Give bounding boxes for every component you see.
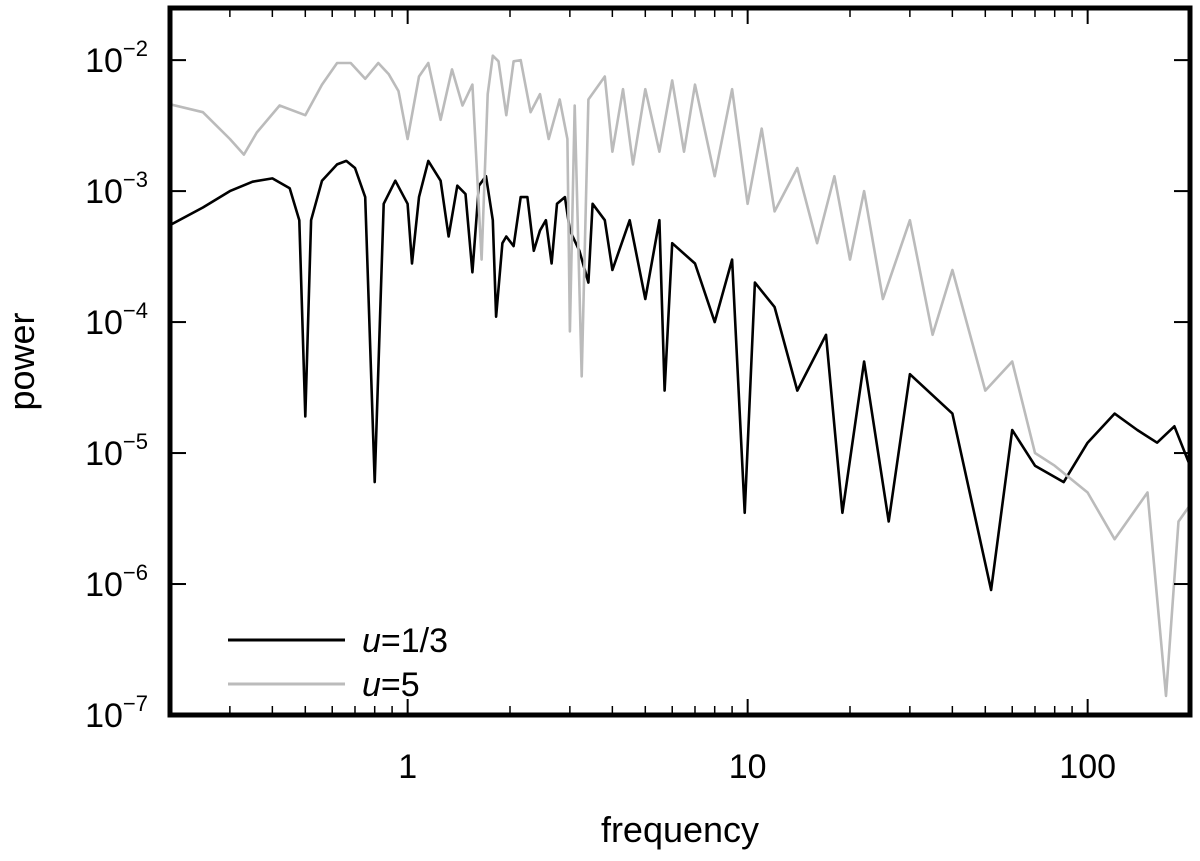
legend-label-2: u=5 bbox=[362, 666, 420, 704]
x-tick-label: 1 bbox=[398, 748, 417, 786]
y-tick-label: 10−4 bbox=[85, 298, 148, 342]
y-tick-base: 10 bbox=[85, 435, 123, 473]
legend-variable: u bbox=[362, 666, 381, 704]
y-tick-label: 10−5 bbox=[85, 429, 148, 473]
y-tick-base: 10 bbox=[85, 566, 123, 604]
y-tick-exponent: −3 bbox=[123, 167, 148, 192]
legend-variable: u bbox=[362, 622, 381, 660]
y-tick-exponent: −5 bbox=[123, 429, 148, 454]
x-tick-label: 10 bbox=[729, 748, 767, 786]
y-tick-label: 10−7 bbox=[85, 691, 148, 735]
y-tick-label: 10−3 bbox=[85, 167, 148, 211]
y-tick-exponent: −2 bbox=[123, 36, 148, 61]
x-tick-label: 100 bbox=[1059, 748, 1116, 786]
legend: u=1/3u=5 bbox=[228, 622, 448, 704]
y-tick-base: 10 bbox=[85, 173, 123, 211]
series-layer bbox=[170, 54, 1190, 698]
y-tick-base: 10 bbox=[85, 697, 123, 735]
y-tick-label: 10−2 bbox=[85, 36, 148, 80]
plot-frame bbox=[167, 5, 1193, 718]
y-tick-exponent: −7 bbox=[123, 691, 148, 716]
series-line-2 bbox=[170, 54, 1190, 698]
legend-value: =5 bbox=[381, 666, 420, 704]
y-tick-exponent: −6 bbox=[123, 560, 148, 585]
legend-value: =1/3 bbox=[381, 622, 448, 660]
series-line-1 bbox=[170, 159, 1190, 592]
legend-label-1: u=1/3 bbox=[362, 622, 448, 660]
y-tick-base: 10 bbox=[85, 42, 123, 80]
y-axis-label: power bbox=[1, 312, 42, 410]
y-tick-base: 10 bbox=[85, 304, 123, 342]
x-axis-label: frequency bbox=[601, 809, 759, 850]
y-tick-exponent: −4 bbox=[123, 298, 148, 323]
y-tick-label: 10−6 bbox=[85, 560, 148, 604]
